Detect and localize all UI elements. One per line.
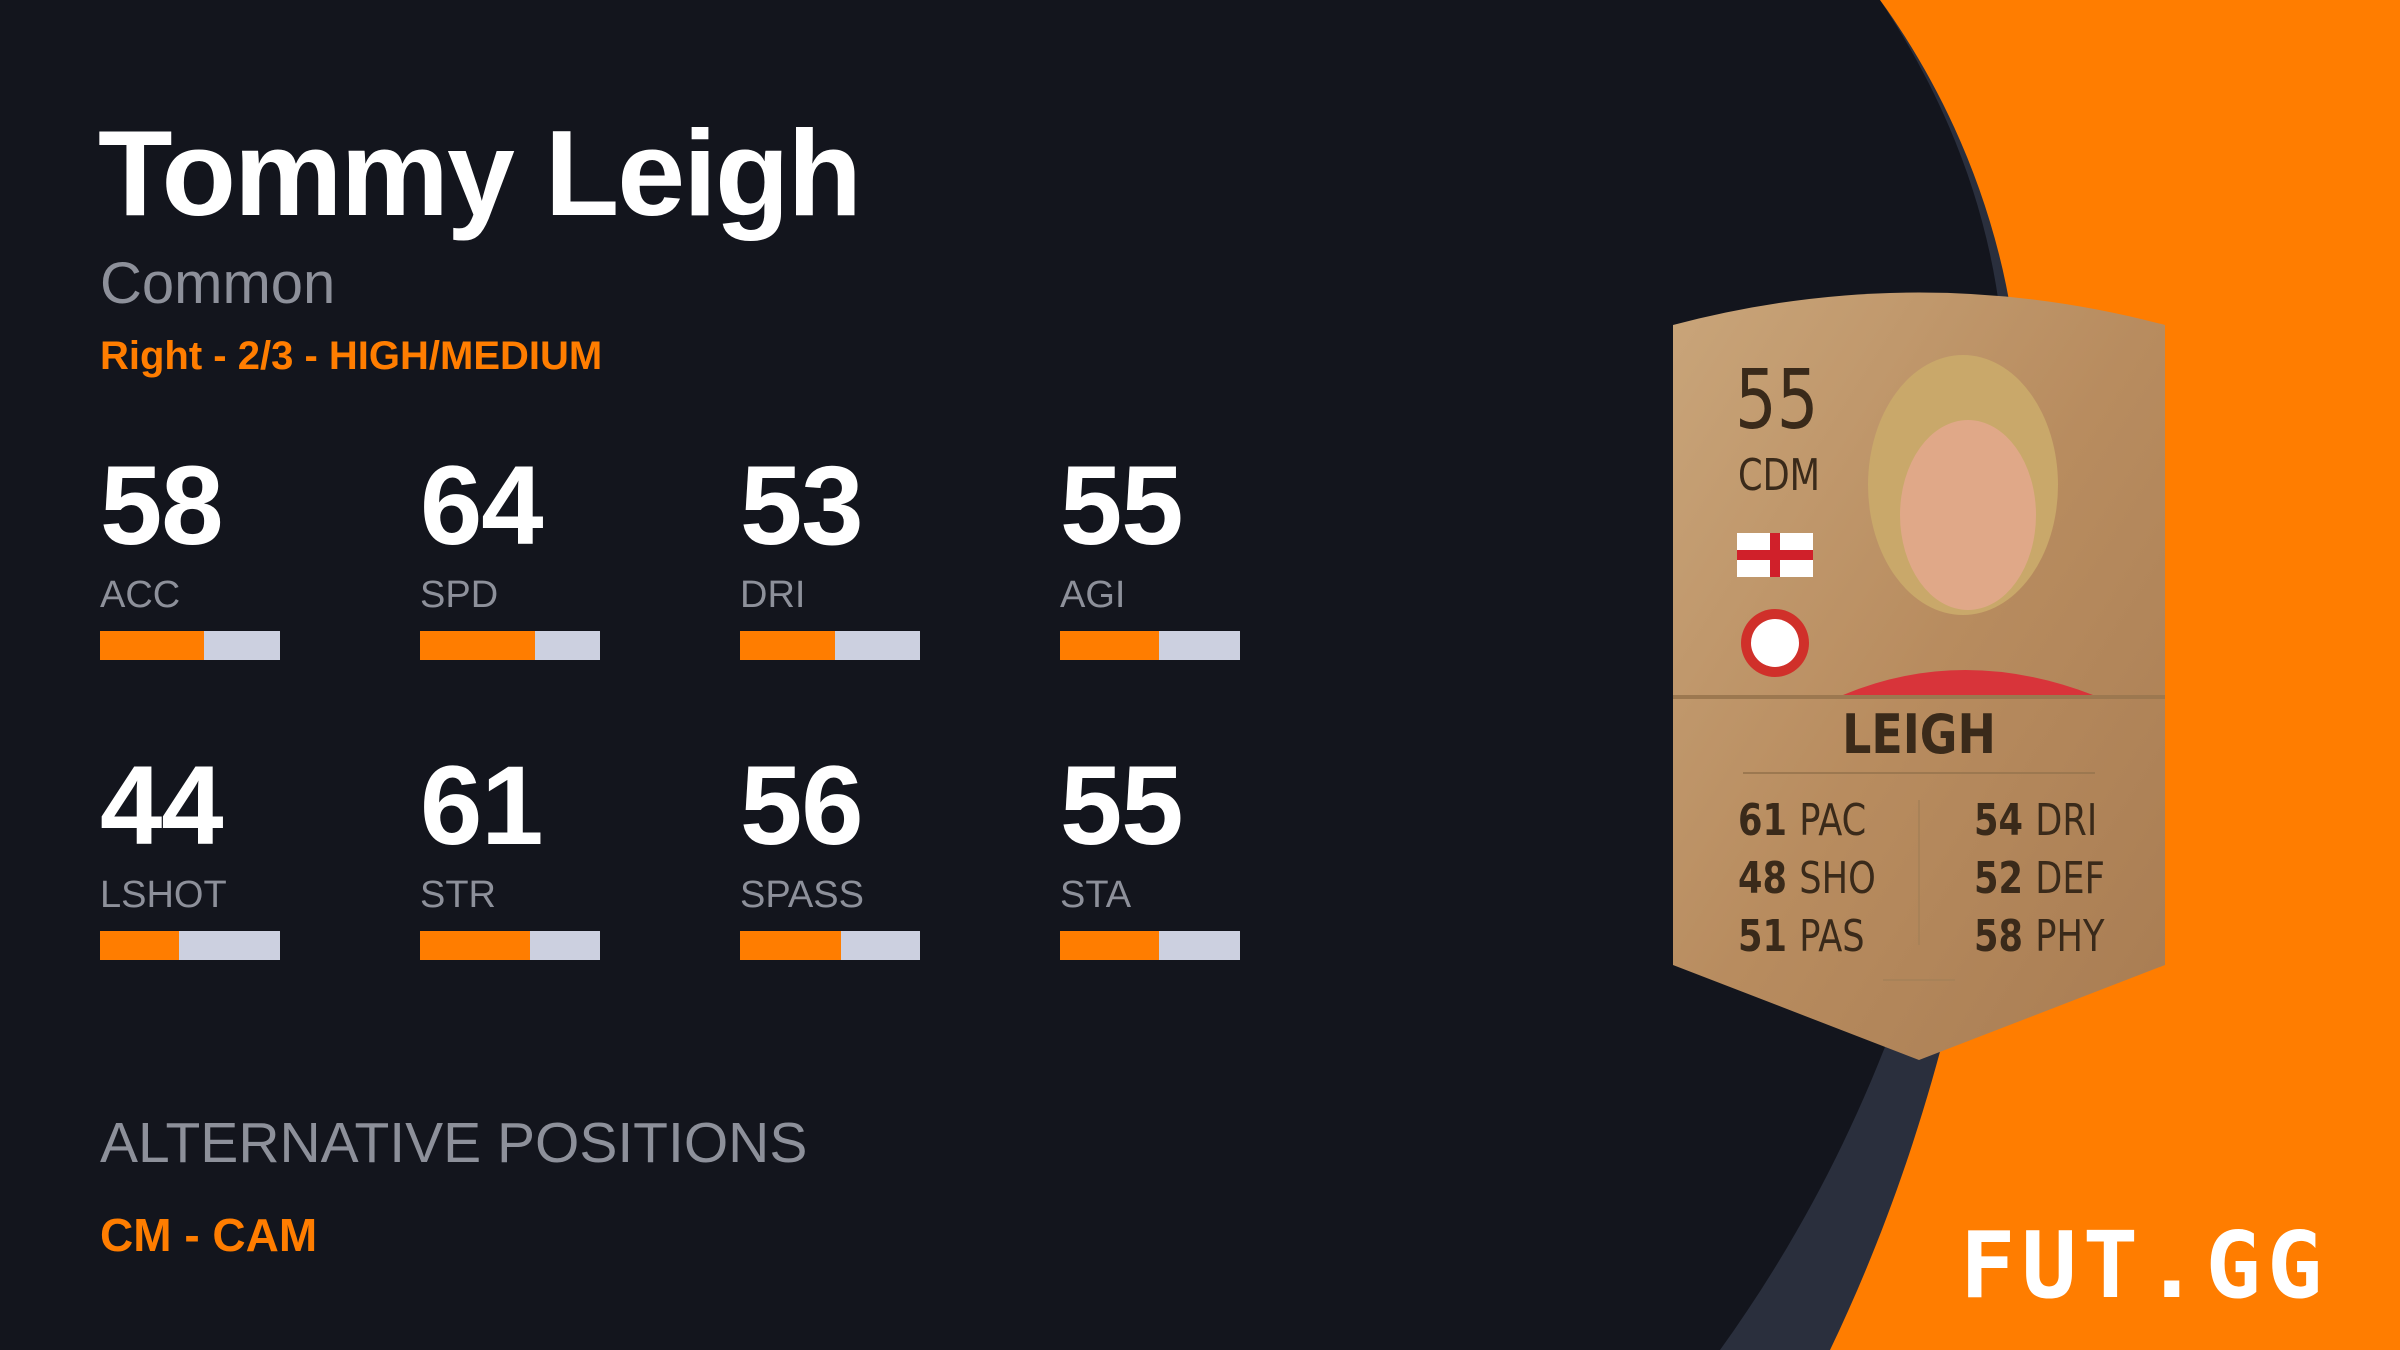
stat-bar-fill — [420, 931, 530, 960]
stat-label: ACC — [100, 574, 181, 616]
stat-value: 56 — [740, 743, 864, 868]
card-attr-sho: 48 SHO — [1738, 853, 1876, 904]
player-card — [1673, 292, 2165, 1060]
stat-bar — [1060, 931, 1240, 960]
stat-dri: 53 DRI — [740, 450, 920, 660]
card-attr-value: 61 — [1738, 795, 1787, 846]
stat-value: 44 — [100, 743, 224, 868]
stat-bar-fill — [1060, 631, 1159, 660]
stat-sta: 55 STA — [1060, 750, 1240, 960]
card-attr-value: 58 — [1974, 911, 2023, 962]
stat-label: SPD — [420, 574, 499, 616]
stat-acc: 58 ACC — [100, 450, 280, 660]
stat-value: 64 — [420, 443, 544, 568]
card-name: LEIGH — [1842, 703, 1996, 766]
card-position: CDM — [1738, 450, 1821, 501]
stat-bar-fill — [100, 631, 205, 660]
stat-label: SPASS — [740, 874, 864, 916]
player-photo — [1843, 355, 2093, 695]
stat-bar-fill — [740, 931, 841, 960]
stat-label: DRI — [740, 574, 806, 616]
card-attr-label: PAC — [1799, 795, 1867, 846]
stat-bar — [420, 631, 600, 660]
stat-bar-fill — [420, 631, 536, 660]
player-rarity: Common — [100, 251, 336, 316]
stat-bar — [100, 931, 280, 960]
alternative-positions-value: CM - CAM — [100, 1209, 318, 1261]
card-attr-value: 48 — [1738, 853, 1787, 904]
card-rating: 55 — [1735, 353, 1819, 448]
stat-bar — [740, 631, 920, 660]
card-attr-pac: 61 PAC — [1738, 795, 1866, 846]
player-foot-skills-workrates: Right - 2/3 - HIGH/MEDIUM — [100, 334, 603, 378]
stat-bar — [100, 631, 280, 660]
stat-lshot: 44 LSHOT — [100, 750, 280, 960]
player-name: Tommy Leigh — [98, 105, 862, 241]
card-attr-def: 52 DEF — [1974, 853, 2105, 904]
stat-bar — [1060, 631, 1240, 660]
stat-bar-fill — [740, 631, 836, 660]
card-attr-value: 52 — [1974, 853, 2023, 904]
stat-spass: 56 SPASS — [740, 750, 920, 960]
stat-value: 58 — [100, 443, 224, 568]
card-attr-label: PHY — [2035, 911, 2105, 962]
stat-bar-fill — [1060, 931, 1159, 960]
stat-label: STR — [420, 874, 496, 916]
england-flag-icon — [1737, 533, 1813, 577]
card-attr-value: 54 — [1974, 795, 2023, 846]
card-attr-label: DRI — [2035, 795, 2098, 846]
stat-str: 61 STR — [420, 750, 600, 960]
stat-agi: 55 AGI — [1060, 450, 1240, 660]
stat-value: 61 — [420, 743, 544, 868]
fut-gg-logo: FUT.GG — [1960, 1212, 2329, 1319]
stat-bar — [740, 931, 920, 960]
stat-value: 55 — [1060, 743, 1184, 868]
card-attr-phy: 58 PHY — [1974, 911, 2104, 962]
stat-bar-fill — [100, 931, 180, 960]
card-attr-label: PAS — [1799, 911, 1865, 962]
card-attr-pas: 51 PAS — [1738, 911, 1865, 962]
stat-label: LSHOT — [100, 874, 227, 916]
stat-value: 55 — [1060, 443, 1184, 568]
card-attr-label: DEF — [2035, 853, 2105, 904]
stat-bar — [420, 931, 600, 960]
club-crest-icon — [1741, 609, 1809, 677]
card-attr-label: SHO — [1799, 853, 1876, 904]
card-attr-dri: 54 DRI — [1974, 795, 2097, 846]
stat-label: AGI — [1060, 574, 1126, 616]
stat-value: 53 — [740, 443, 864, 568]
stat-spd: 64 SPD — [420, 450, 600, 660]
card-attr-value: 51 — [1738, 911, 1787, 962]
stat-label: STA — [1060, 874, 1132, 916]
alternative-positions-title: ALTERNATIVE POSITIONS — [100, 1111, 808, 1175]
